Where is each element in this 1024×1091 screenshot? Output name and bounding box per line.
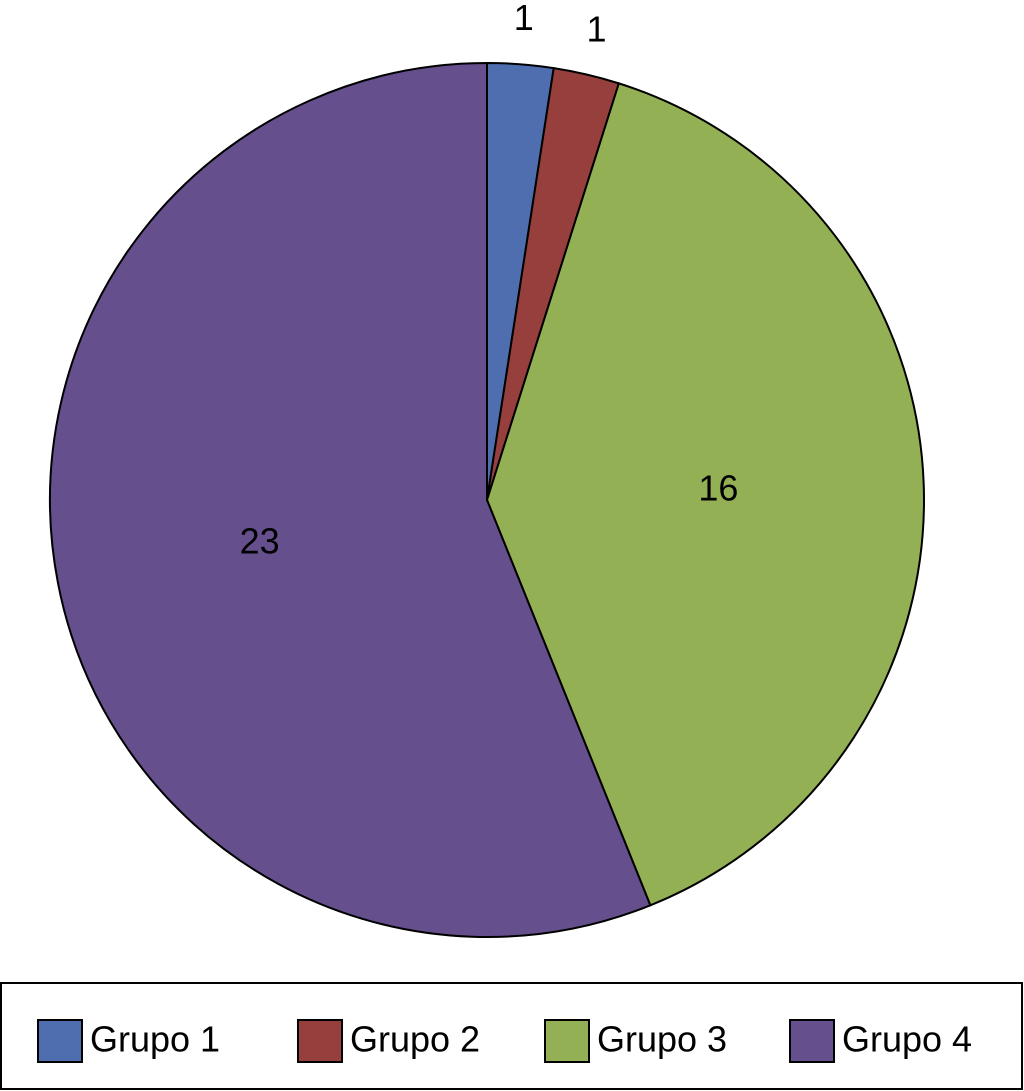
legend-swatch (544, 1019, 590, 1063)
legend-swatch (789, 1019, 835, 1063)
legend-swatch (297, 1019, 343, 1063)
legend-label: Grupo 4 (842, 1019, 972, 1060)
legend-label: Grupo 3 (597, 1019, 727, 1060)
data-label: 1 (587, 8, 607, 49)
legend-swatch (37, 1019, 83, 1063)
legend-box (0, 982, 1023, 1090)
data-label: 16 (698, 468, 738, 509)
pie-slice (485, 82, 926, 907)
legend-label: Grupo 2 (350, 1019, 480, 1060)
data-label: 1 (514, 0, 534, 38)
pie-slice (49, 61, 652, 938)
legend-label: Grupo 1 (90, 1019, 220, 1060)
data-label: 23 (240, 521, 280, 562)
